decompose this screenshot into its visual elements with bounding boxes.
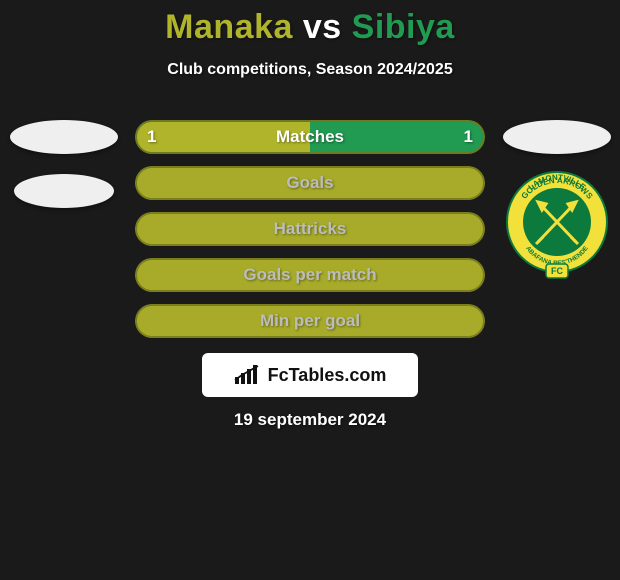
- stat-row: Min per goal: [135, 304, 485, 338]
- page-title: Manaka vs Sibiya: [0, 0, 620, 47]
- title-left: Manaka: [165, 8, 293, 46]
- stat-row: Matches1 1: [135, 120, 485, 154]
- comparison-card: Manaka vs Sibiya Club competitions, Seas…: [0, 0, 620, 580]
- player-right-column: LAMONTVILLE GOLDEN ARROWS ABAFANA BES'TH…: [499, 120, 614, 282]
- brand-text: FcTables.com: [268, 365, 387, 386]
- title-vs: vs: [303, 8, 342, 46]
- player-left-photo: [10, 120, 118, 154]
- bar-chart-icon: [234, 365, 262, 385]
- stat-label: Matches: [135, 120, 485, 154]
- stat-value-left: 1: [147, 120, 156, 154]
- stat-list: Matches1 1 Goals Hattricks Goals per match Mi…: [135, 120, 485, 350]
- stat-row: Goals per match: [135, 258, 485, 292]
- player-right-photo: [503, 120, 611, 154]
- player-right-club-badge: LAMONTVILLE GOLDEN ARROWS ABAFANA BES'TH…: [506, 166, 608, 282]
- date-text: 19 september 2024: [0, 410, 620, 430]
- player-left-club-logo: [14, 174, 114, 208]
- player-left-column: [6, 120, 121, 208]
- stat-row: Hattricks: [135, 212, 485, 246]
- stat-label: Hattricks: [135, 212, 485, 246]
- stat-label: Goals: [135, 166, 485, 200]
- brand-banner[interactable]: FcTables.com: [202, 353, 418, 397]
- badge-fc-tab: FC: [551, 266, 563, 276]
- title-right: Sibiya: [352, 8, 455, 46]
- stat-label: Min per goal: [135, 304, 485, 338]
- stat-label: Goals per match: [135, 258, 485, 292]
- stat-value-right: 1: [464, 120, 473, 154]
- subtitle: Club competitions, Season 2024/2025: [0, 61, 620, 79]
- stat-row: Goals: [135, 166, 485, 200]
